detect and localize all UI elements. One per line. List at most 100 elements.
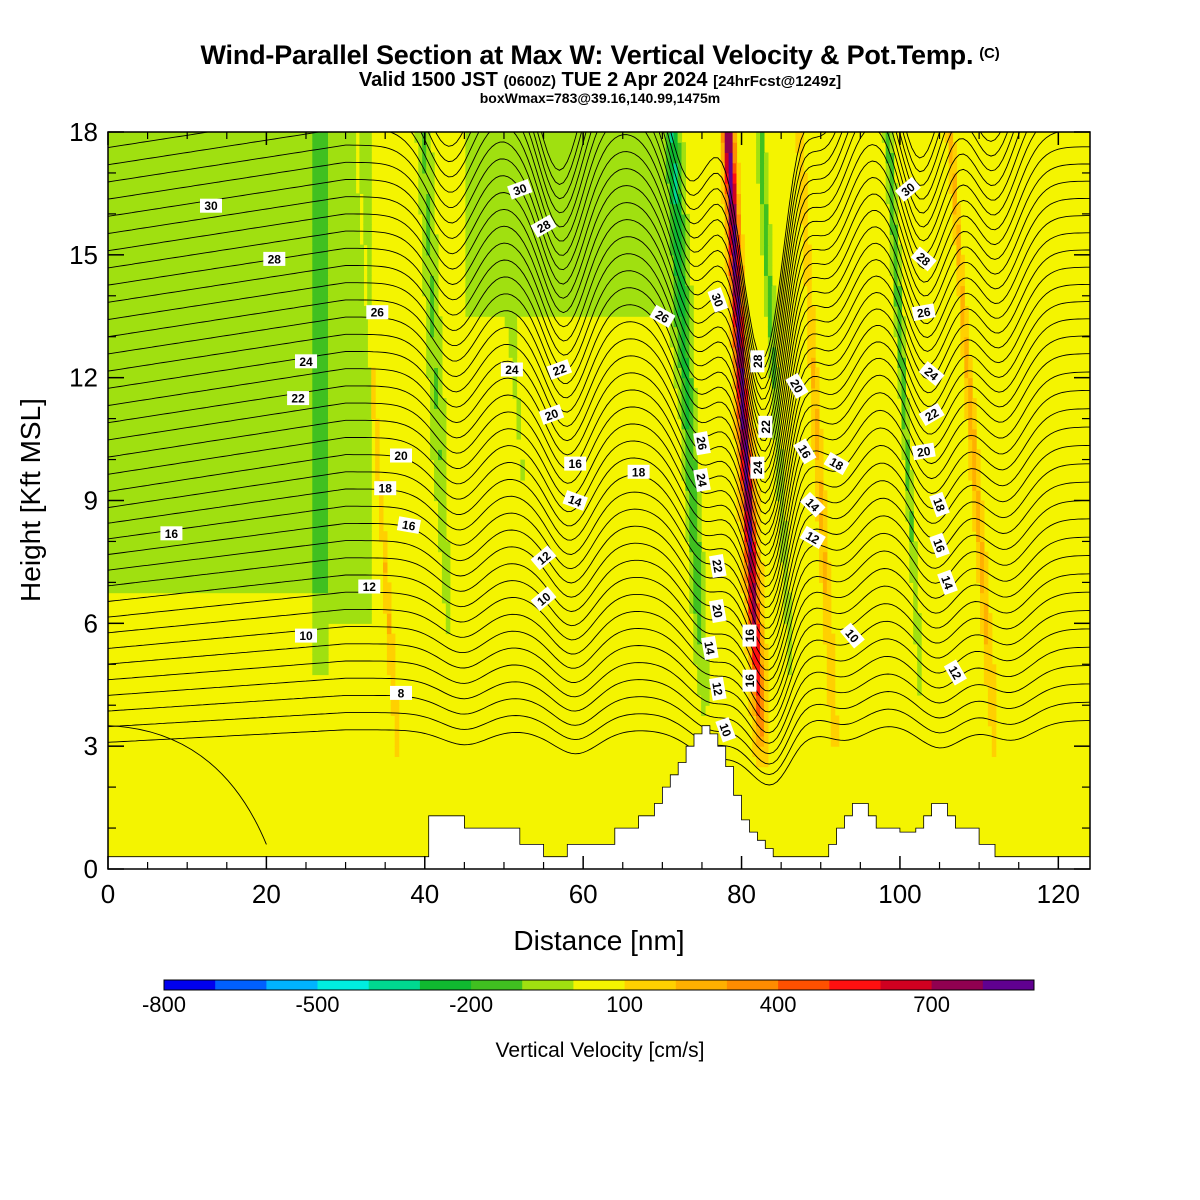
- contour-label-bg: [750, 456, 765, 479]
- w-field-cell: [736, 428, 741, 440]
- w-field-cell: [948, 162, 958, 174]
- w-field-cell: [681, 408, 686, 420]
- w-field-cell: [897, 336, 902, 348]
- theta-contour: [108, 591, 1090, 713]
- contour-label: 12: [530, 545, 557, 571]
- w-field-cell: [744, 439, 749, 450]
- w-field-cell: [367, 285, 372, 297]
- theta-contour: [108, 646, 1090, 744]
- w-field-cell: [901, 418, 906, 430]
- theta-contour: [108, 481, 1090, 650]
- w-field-cell: [430, 449, 439, 461]
- w-field-cell: [685, 244, 690, 256]
- w-field-cell: [673, 224, 683, 235]
- w-field-cell: [689, 285, 694, 297]
- w-field-cell: [905, 418, 910, 430]
- w-field-cell: [465, 285, 675, 297]
- w-field-cell: [736, 265, 741, 276]
- w-field-cell: [430, 439, 447, 450]
- w-field-cell: [697, 613, 702, 624]
- w-field-cell: [897, 265, 902, 276]
- w-field-cell: [383, 582, 392, 594]
- w-field-cell: [359, 132, 372, 143]
- w-field-cell: [379, 510, 384, 522]
- w-field-cell: [465, 203, 671, 215]
- w-field-cell: [740, 500, 745, 512]
- theta-contour: [108, 335, 1090, 567]
- w-field-cell: [681, 347, 686, 358]
- colorbar-title: Vertical Velocity [cm/s]: [496, 1039, 705, 1062]
- w-field-cell: [438, 398, 447, 409]
- w-field-cell: [822, 490, 828, 502]
- contour-label-text: 16: [165, 527, 179, 541]
- contour-label: 16: [742, 669, 757, 692]
- w-field-cell: [689, 510, 698, 522]
- w-field-cell: [893, 234, 899, 246]
- w-field-cell: [909, 469, 914, 481]
- w-field-cell: [905, 500, 914, 512]
- w-field-cell: [764, 285, 769, 297]
- w-field-cell: [390, 695, 400, 706]
- w-field-cell: [819, 561, 824, 573]
- w-field-cell: [972, 418, 977, 430]
- w-field-cell: [764, 254, 769, 266]
- w-field-cell: [913, 633, 922, 645]
- w-field-cell: [991, 735, 997, 747]
- w-field-cell: [740, 531, 745, 542]
- contour-label-bg: [839, 622, 865, 649]
- w-field-cell: [328, 142, 357, 153]
- w-field-cell: [430, 213, 435, 225]
- w-field-cell: [987, 684, 997, 696]
- w-field-cell: [748, 541, 753, 553]
- w-field-cell: [740, 336, 745, 348]
- w-field-cell: [445, 623, 451, 635]
- w-field-cell: [108, 459, 313, 471]
- w-field-cell: [901, 428, 910, 440]
- w-field-cell: [748, 613, 753, 624]
- w-field-cell: [830, 725, 840, 737]
- contour-label: 10: [530, 586, 557, 612]
- w-field-cell: [681, 224, 686, 235]
- w-field-cell: [312, 234, 329, 246]
- w-field-cell: [909, 551, 918, 563]
- w-field-cell: [438, 367, 443, 379]
- w-field-cell: [983, 654, 993, 665]
- theta-contour: [108, 628, 1090, 734]
- contour-label-bg: [263, 251, 286, 266]
- w-field-cell: [328, 572, 372, 583]
- contour-label-text: 22: [923, 405, 942, 424]
- colorbar-border: [163, 979, 1035, 991]
- w-field-cell: [689, 602, 694, 614]
- w-field-cell: [830, 735, 840, 747]
- w-field-cell: [980, 572, 985, 583]
- contour-label: 30: [200, 198, 222, 213]
- w-field-cell: [764, 265, 769, 276]
- terrain-fill: [108, 725, 1090, 869]
- w-field-cell: [438, 531, 447, 542]
- w-field-cell: [328, 244, 364, 256]
- w-field-cell: [677, 275, 687, 287]
- w-field-cell: [893, 213, 899, 225]
- w-field-cell: [987, 715, 997, 727]
- w-field-cell: [732, 162, 738, 174]
- w-field-cell: [673, 347, 679, 358]
- w-field-cell: [312, 592, 372, 604]
- w-field-cell: [685, 285, 690, 297]
- contour-label-bg: [530, 545, 557, 571]
- w-field-cell: [728, 306, 734, 317]
- w-field-cell: [108, 521, 313, 532]
- contour-label-text: 14: [566, 492, 584, 510]
- w-field-cell: [669, 193, 675, 205]
- w-field-cell: [328, 582, 372, 594]
- w-field-cell: [819, 490, 824, 502]
- w-field-cell: [669, 336, 679, 348]
- w-field-cell: [952, 193, 957, 205]
- w-field-cell: [422, 254, 439, 266]
- w-field-cell: [767, 234, 773, 246]
- w-field-cell: [756, 142, 761, 153]
- w-field-cell: [822, 521, 828, 532]
- w-field-cell: [465, 183, 671, 194]
- w-field-cell: [328, 347, 368, 358]
- w-field-cell: [744, 336, 749, 348]
- contour-label-text: 28: [268, 252, 282, 266]
